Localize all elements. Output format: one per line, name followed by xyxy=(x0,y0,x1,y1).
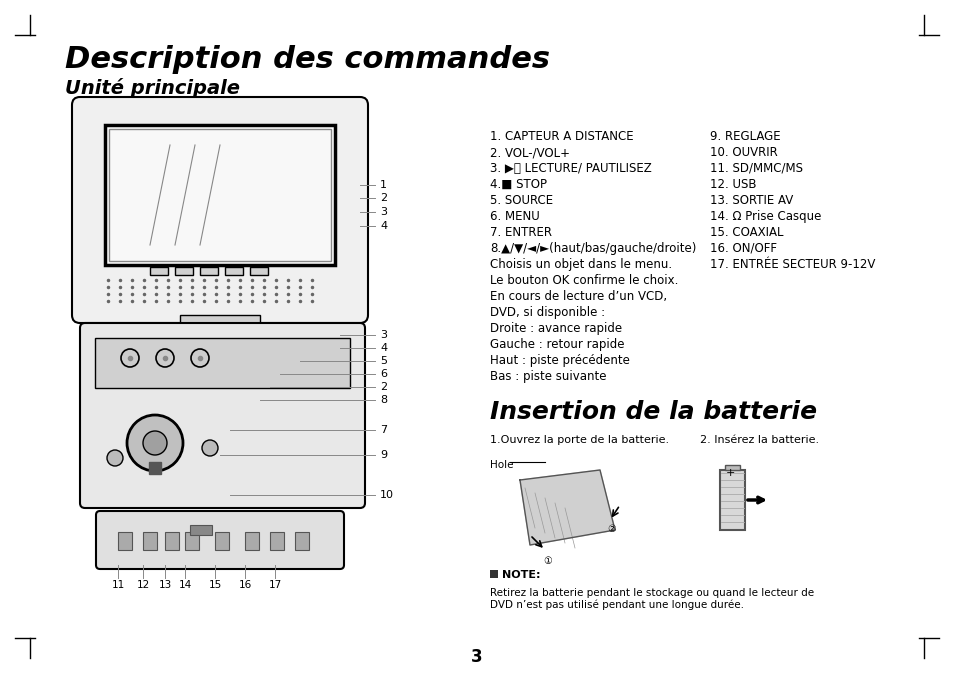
FancyBboxPatch shape xyxy=(96,511,344,569)
Text: 13: 13 xyxy=(158,580,172,590)
Circle shape xyxy=(156,349,173,367)
Circle shape xyxy=(107,450,123,466)
Bar xyxy=(270,532,284,550)
Text: 12: 12 xyxy=(136,580,150,590)
Bar xyxy=(294,532,309,550)
FancyBboxPatch shape xyxy=(105,125,335,265)
Text: 3: 3 xyxy=(379,330,387,340)
Text: Gauche : retour rapide: Gauche : retour rapide xyxy=(490,338,624,351)
Text: 1.Ouvrez la porte de la batterie.: 1.Ouvrez la porte de la batterie. xyxy=(490,435,668,445)
Text: Choisis un objet dans le menu.: Choisis un objet dans le menu. xyxy=(490,258,672,271)
Bar xyxy=(180,315,260,333)
Text: 4.■ STOP: 4.■ STOP xyxy=(490,178,546,191)
Text: 6. MENU: 6. MENU xyxy=(490,210,539,223)
Text: 11. SD/MMC/MS: 11. SD/MMC/MS xyxy=(709,162,802,175)
Text: 11: 11 xyxy=(112,580,125,590)
Text: Bas : piste suivante: Bas : piste suivante xyxy=(490,370,606,383)
Bar xyxy=(95,338,350,388)
Text: ①: ① xyxy=(542,556,551,566)
Text: 10: 10 xyxy=(379,490,394,500)
Circle shape xyxy=(191,349,209,367)
Text: 13. SORTIE AV: 13. SORTIE AV xyxy=(709,194,792,207)
Bar xyxy=(185,532,199,550)
Text: En cours de lecture d’un VCD,: En cours de lecture d’un VCD, xyxy=(490,290,666,303)
Text: DVD, si disponible :: DVD, si disponible : xyxy=(490,306,604,319)
Text: 10. OUVRIR: 10. OUVRIR xyxy=(709,146,777,159)
Text: 16. ON/OFF: 16. ON/OFF xyxy=(709,242,776,255)
Text: 3. ▶⏸ LECTURE/ PAUTILISEZ: 3. ▶⏸ LECTURE/ PAUTILISEZ xyxy=(490,162,651,175)
Text: 16: 16 xyxy=(238,580,252,590)
Circle shape xyxy=(143,431,167,455)
Circle shape xyxy=(127,415,183,471)
Bar xyxy=(724,465,740,470)
Text: 7. ENTRER: 7. ENTRER xyxy=(490,226,552,239)
Text: 2. VOL-/VOL+: 2. VOL-/VOL+ xyxy=(490,146,569,159)
Text: Droite : avance rapide: Droite : avance rapide xyxy=(490,322,621,335)
FancyBboxPatch shape xyxy=(71,97,368,323)
Text: 17. ENTRÉE SECTEUR 9-12V: 17. ENTRÉE SECTEUR 9-12V xyxy=(709,258,875,271)
Text: 15: 15 xyxy=(208,580,221,590)
Polygon shape xyxy=(519,470,615,545)
Bar xyxy=(490,570,497,578)
Text: 9: 9 xyxy=(379,450,387,460)
Bar xyxy=(174,267,193,275)
FancyBboxPatch shape xyxy=(109,129,331,261)
Text: 6: 6 xyxy=(379,369,387,379)
Text: 8.▲/▼/◄/►(haut/bas/gauche/droite): 8.▲/▼/◄/►(haut/bas/gauche/droite) xyxy=(490,242,696,255)
Text: 1. CAPTEUR A DISTANCE: 1. CAPTEUR A DISTANCE xyxy=(490,130,633,143)
Text: 2: 2 xyxy=(379,193,387,203)
Text: Le bouton OK confirme le choix.: Le bouton OK confirme le choix. xyxy=(490,274,678,287)
Bar xyxy=(245,532,258,550)
Text: 12. USB: 12. USB xyxy=(709,178,756,191)
Bar xyxy=(190,525,212,535)
Bar xyxy=(214,532,229,550)
Text: 7: 7 xyxy=(379,425,387,435)
Text: 2: 2 xyxy=(379,382,387,392)
Text: 3: 3 xyxy=(379,207,387,217)
Text: 15. COAXIAL: 15. COAXIAL xyxy=(709,226,782,239)
Text: 4: 4 xyxy=(379,221,387,231)
Bar xyxy=(250,267,268,275)
Text: 3: 3 xyxy=(471,648,482,666)
Text: NOTE:: NOTE: xyxy=(501,570,540,580)
Circle shape xyxy=(121,349,139,367)
Text: Retirez la batterie pendant le stockage ou quand le lecteur de
DVD n’est pas uti: Retirez la batterie pendant le stockage … xyxy=(490,588,813,610)
Text: 9. REGLAGE: 9. REGLAGE xyxy=(709,130,780,143)
Text: 17: 17 xyxy=(268,580,281,590)
Text: 8: 8 xyxy=(379,395,387,405)
Text: Hole: Hole xyxy=(490,460,513,470)
Bar xyxy=(118,532,132,550)
Bar xyxy=(225,267,243,275)
Text: Description des commandes: Description des commandes xyxy=(65,45,550,74)
Text: 14. Ω Prise Casque: 14. Ω Prise Casque xyxy=(709,210,821,223)
Bar xyxy=(720,470,744,530)
Text: Insertion de la batterie: Insertion de la batterie xyxy=(490,400,817,424)
Text: 1: 1 xyxy=(379,180,387,190)
Bar xyxy=(165,532,179,550)
Text: 2. Insérez la batterie.: 2. Insérez la batterie. xyxy=(700,435,819,445)
FancyBboxPatch shape xyxy=(80,323,365,508)
Text: 5: 5 xyxy=(379,356,387,366)
Text: 14: 14 xyxy=(178,580,192,590)
Circle shape xyxy=(202,440,218,456)
Bar xyxy=(200,267,218,275)
Text: 4: 4 xyxy=(379,343,387,353)
Text: +: + xyxy=(725,468,735,478)
Text: ②: ② xyxy=(606,524,615,534)
Bar xyxy=(143,532,157,550)
Text: 5. SOURCE: 5. SOURCE xyxy=(490,194,553,207)
Text: Haut : piste précédente: Haut : piste précédente xyxy=(490,354,629,367)
Text: Unité principale: Unité principale xyxy=(65,78,240,98)
Bar xyxy=(150,267,168,275)
